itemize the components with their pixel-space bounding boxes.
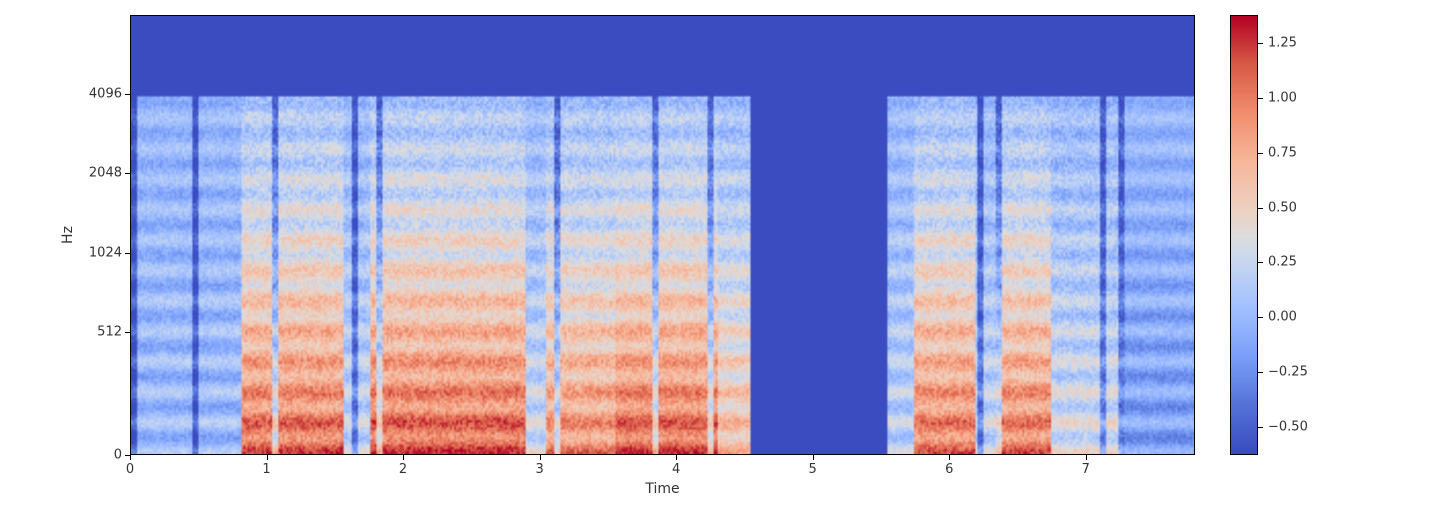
x-tick [949,455,950,460]
colorbar-tick-label: 0.75 [1268,145,1297,160]
colorbar-tick-label: 0.25 [1268,255,1297,270]
colorbar-tick-label: 1.00 [1268,91,1297,106]
y-tick-label: 2048 [89,166,122,181]
y-tick [125,94,130,95]
x-tick-label: 1 [262,462,270,477]
colorbar-tick-label: −0.50 [1268,419,1308,434]
x-axis-label: Time [645,481,679,497]
x-tick-label: 0 [126,462,134,477]
colorbar-tick-label: 1.25 [1268,36,1297,51]
y-tick-label: 512 [97,324,122,339]
colorbar-tick-label: −0.25 [1268,364,1308,379]
y-tick-label: 1024 [89,245,122,260]
spectrogram-canvas [131,16,1194,454]
x-tick-label: 5 [809,462,817,477]
y-tick-label: 4096 [89,87,122,102]
y-tick [125,253,130,254]
colorbar-tick [1258,43,1263,44]
x-tick [403,455,404,460]
x-tick-label: 7 [1082,462,1090,477]
colorbar-tick-label: 0.00 [1268,310,1297,325]
y-tick [125,332,130,333]
colorbar [1230,15,1258,455]
colorbar-canvas [1231,16,1257,454]
y-tick [125,455,130,456]
x-tick [1086,455,1087,460]
y-tick-label: 0 [114,448,122,463]
x-tick [676,455,677,460]
colorbar-tick [1258,153,1263,154]
x-tick [267,455,268,460]
colorbar-tick [1258,317,1263,318]
colorbar-tick-label: 0.50 [1268,200,1297,215]
x-tick-label: 6 [945,462,953,477]
spectrogram-plot [130,15,1195,455]
x-tick-label: 4 [672,462,680,477]
x-tick [813,455,814,460]
y-axis-label: Hz [60,226,76,244]
x-tick [540,455,541,460]
colorbar-tick [1258,427,1263,428]
x-tick-label: 2 [399,462,407,477]
y-tick [125,173,130,174]
x-tick-label: 3 [535,462,543,477]
colorbar-tick [1258,262,1263,263]
x-tick [130,455,131,460]
figure: 0 1 2 3 4 5 6 7 0 512 1024 2048 4096 Time Hz −0.50 −… [0,0,1442,520]
colorbar-tick [1258,208,1263,209]
colorbar-tick [1258,98,1263,99]
colorbar-tick [1258,372,1263,373]
